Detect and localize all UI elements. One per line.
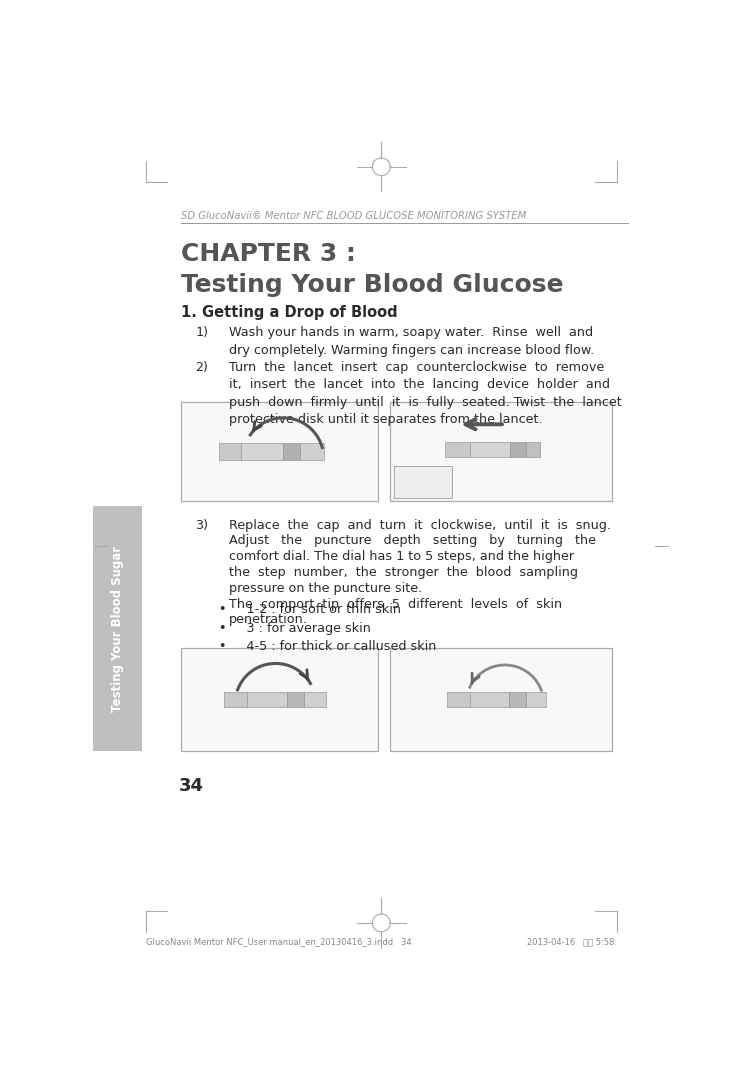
Text: comfort dial. The dial has 1 to 5 steps, and the higher: comfort dial. The dial has 1 to 5 steps,… bbox=[228, 551, 574, 564]
Text: GlucoNavii Mentor NFC_User manual_en_20130416_3.indd   34: GlucoNavii Mentor NFC_User manual_en_201… bbox=[146, 937, 411, 946]
Text: •     3 : for average skin: • 3 : for average skin bbox=[219, 622, 371, 635]
Bar bbox=[445, 443, 470, 458]
Text: 34: 34 bbox=[179, 777, 204, 794]
Text: Replace  the  cap  and  turn  it  clockwise,  until  it  is  snug.: Replace the cap and turn it clockwise, u… bbox=[228, 518, 611, 531]
Bar bbox=[181, 403, 378, 501]
Text: Wash your hands in warm, soapy water.  Rinse  well  and
dry completely. Warming : Wash your hands in warm, soapy water. Ri… bbox=[228, 326, 594, 357]
Bar bbox=[219, 444, 240, 460]
Text: •     1-2 : for soft or thin skin: • 1-2 : for soft or thin skin bbox=[219, 604, 401, 617]
Bar bbox=[301, 444, 324, 460]
Text: 1. Getting a Drop of Blood: 1. Getting a Drop of Blood bbox=[181, 305, 397, 319]
Bar bbox=[283, 444, 301, 460]
Text: 3): 3) bbox=[195, 518, 208, 531]
Text: penetration.: penetration. bbox=[228, 613, 307, 626]
Text: pressure on the puncture site.: pressure on the puncture site. bbox=[228, 582, 422, 595]
Bar bbox=[526, 692, 546, 708]
Bar bbox=[304, 692, 326, 708]
Text: •     4-5 : for thick or callused skin: • 4-5 : for thick or callused skin bbox=[219, 641, 437, 654]
Text: 1): 1) bbox=[195, 326, 208, 339]
Text: Testing Your Blood Glucose: Testing Your Blood Glucose bbox=[181, 273, 563, 298]
Text: 2): 2) bbox=[195, 360, 208, 374]
Bar bbox=[447, 692, 470, 708]
Bar bbox=[240, 444, 283, 460]
Bar bbox=[93, 506, 142, 751]
Bar bbox=[224, 692, 247, 708]
Bar bbox=[510, 443, 526, 458]
Text: Testing Your Blood Sugar: Testing Your Blood Sugar bbox=[111, 545, 124, 712]
Bar bbox=[181, 648, 378, 751]
Bar bbox=[509, 692, 526, 708]
Text: the  step  number,  the  stronger  the  blood  sampling: the step number, the stronger the blood … bbox=[228, 566, 577, 579]
Bar bbox=[470, 443, 510, 458]
Text: The  comport  tip  offers  5  different  levels  of  skin: The comport tip offers 5 different level… bbox=[228, 597, 562, 610]
Bar bbox=[390, 403, 612, 501]
Bar bbox=[247, 692, 287, 708]
Text: Adjust   the   puncture   depth   setting   by   turning   the: Adjust the puncture depth setting by tur… bbox=[228, 535, 596, 547]
Bar bbox=[390, 648, 612, 751]
Bar bbox=[394, 465, 452, 498]
Bar bbox=[526, 443, 540, 458]
Bar bbox=[287, 692, 304, 708]
Text: CHAPTER 3 :: CHAPTER 3 : bbox=[181, 242, 356, 266]
Text: 2013-04-16   오후 5:58:: 2013-04-16 오후 5:58: bbox=[527, 937, 617, 946]
Text: SD GlucoNavii® Mentor NFC BLOOD GLUCOSE MONITORING SYSTEM: SD GlucoNavii® Mentor NFC BLOOD GLUCOSE … bbox=[181, 211, 526, 222]
Text: Turn  the  lancet  insert  cap  counterclockwise  to  remove
it,  insert  the  l: Turn the lancet insert cap counterclockw… bbox=[228, 360, 621, 426]
Bar bbox=[470, 692, 509, 708]
